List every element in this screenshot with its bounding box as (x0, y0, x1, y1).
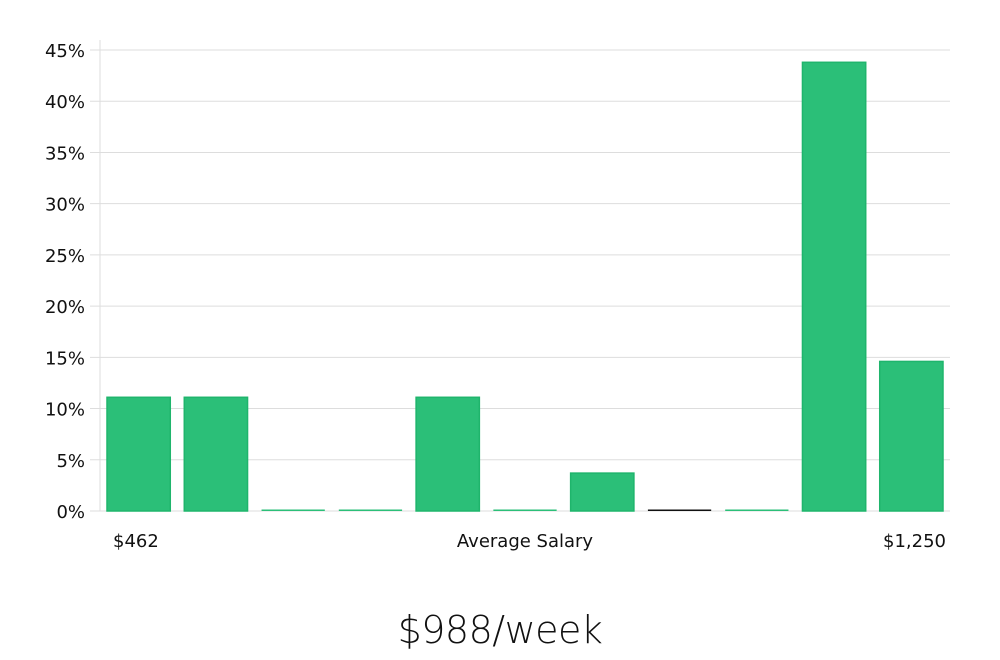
bar[interactable] (338, 509, 403, 512)
average-salary-summary: $988/week (397, 608, 603, 652)
bar[interactable] (183, 396, 249, 512)
y-tick-label: 5% (56, 451, 85, 472)
x-min-label: $462 (113, 531, 159, 552)
x-axis-label: Average Salary (457, 531, 594, 552)
salary-histogram: 0% 5% 10% 15% 20% 25% 30% 35% 40% 45% $462 Averag… (45, 40, 950, 552)
bar[interactable] (878, 360, 944, 512)
y-tick-label: 20% (45, 297, 85, 318)
y-tick-label: 40% (45, 92, 85, 113)
y-tick-label: 0% (56, 502, 85, 523)
y-tick-label: 30% (45, 195, 85, 216)
y-tick-label: 15% (45, 348, 85, 369)
bar[interactable] (569, 472, 635, 512)
bar[interactable] (725, 509, 789, 512)
bar[interactable] (106, 396, 172, 512)
x-max-label: $1,250 (883, 531, 946, 552)
y-tick-label: 45% (45, 41, 85, 62)
bar[interactable] (801, 61, 867, 512)
y-tick-label: 25% (45, 246, 85, 267)
y-tick-label: 35% (45, 143, 85, 164)
bar[interactable] (647, 509, 712, 512)
y-tick-label: 10% (45, 400, 85, 421)
bar[interactable] (261, 509, 325, 512)
bar[interactable] (415, 396, 481, 512)
bar[interactable] (493, 509, 557, 512)
